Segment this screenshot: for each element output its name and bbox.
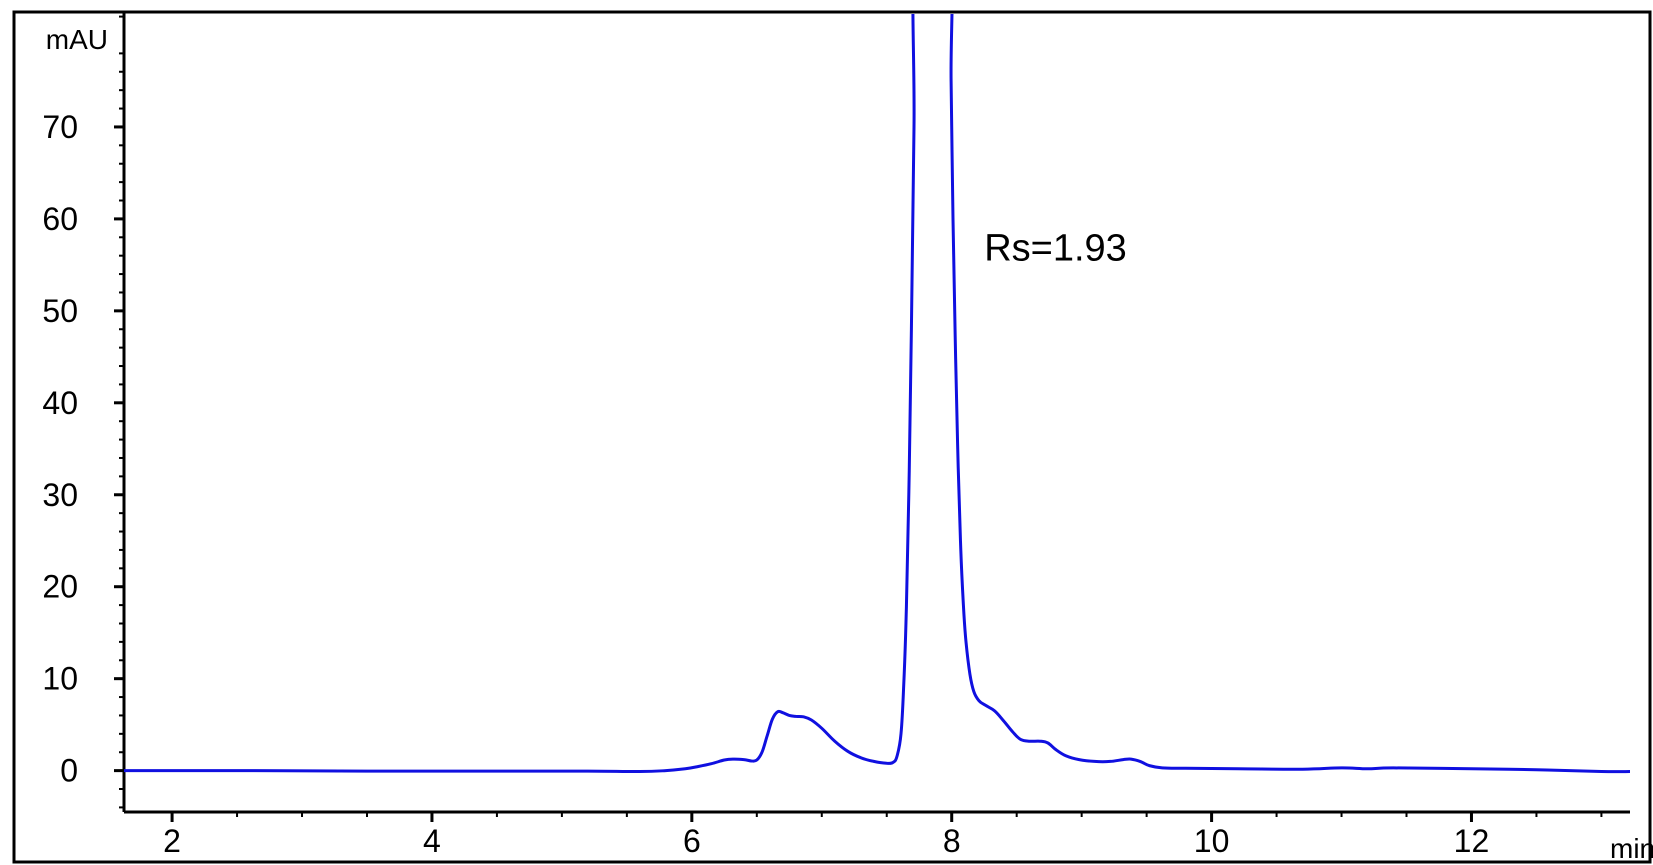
x-tick-label: 2 [163,823,181,859]
y-tick-label: 0 [60,753,78,789]
y-tick-label: 20 [42,569,78,605]
x-tick-label: 4 [423,823,441,859]
y-axis-unit-label: mAU [46,24,108,55]
resolution-annotation: Rs=1.93 [984,227,1127,269]
chromatogram-trace [124,14,1631,774]
chart-frame [12,10,1652,864]
y-tick-label: 70 [42,109,78,145]
y-tick-label: 60 [42,201,78,237]
x-tick-label: 12 [1454,823,1490,859]
x-tick-label: 8 [943,823,961,859]
y-tick-label: 30 [42,477,78,513]
x-tick-label: 10 [1194,823,1230,859]
y-tick-label: 10 [42,661,78,697]
x-axis-unit-label: min [1610,833,1653,864]
y-tick-label: 40 [42,385,78,421]
y-tick-label: 50 [42,293,78,329]
x-tick-label: 6 [683,823,701,859]
